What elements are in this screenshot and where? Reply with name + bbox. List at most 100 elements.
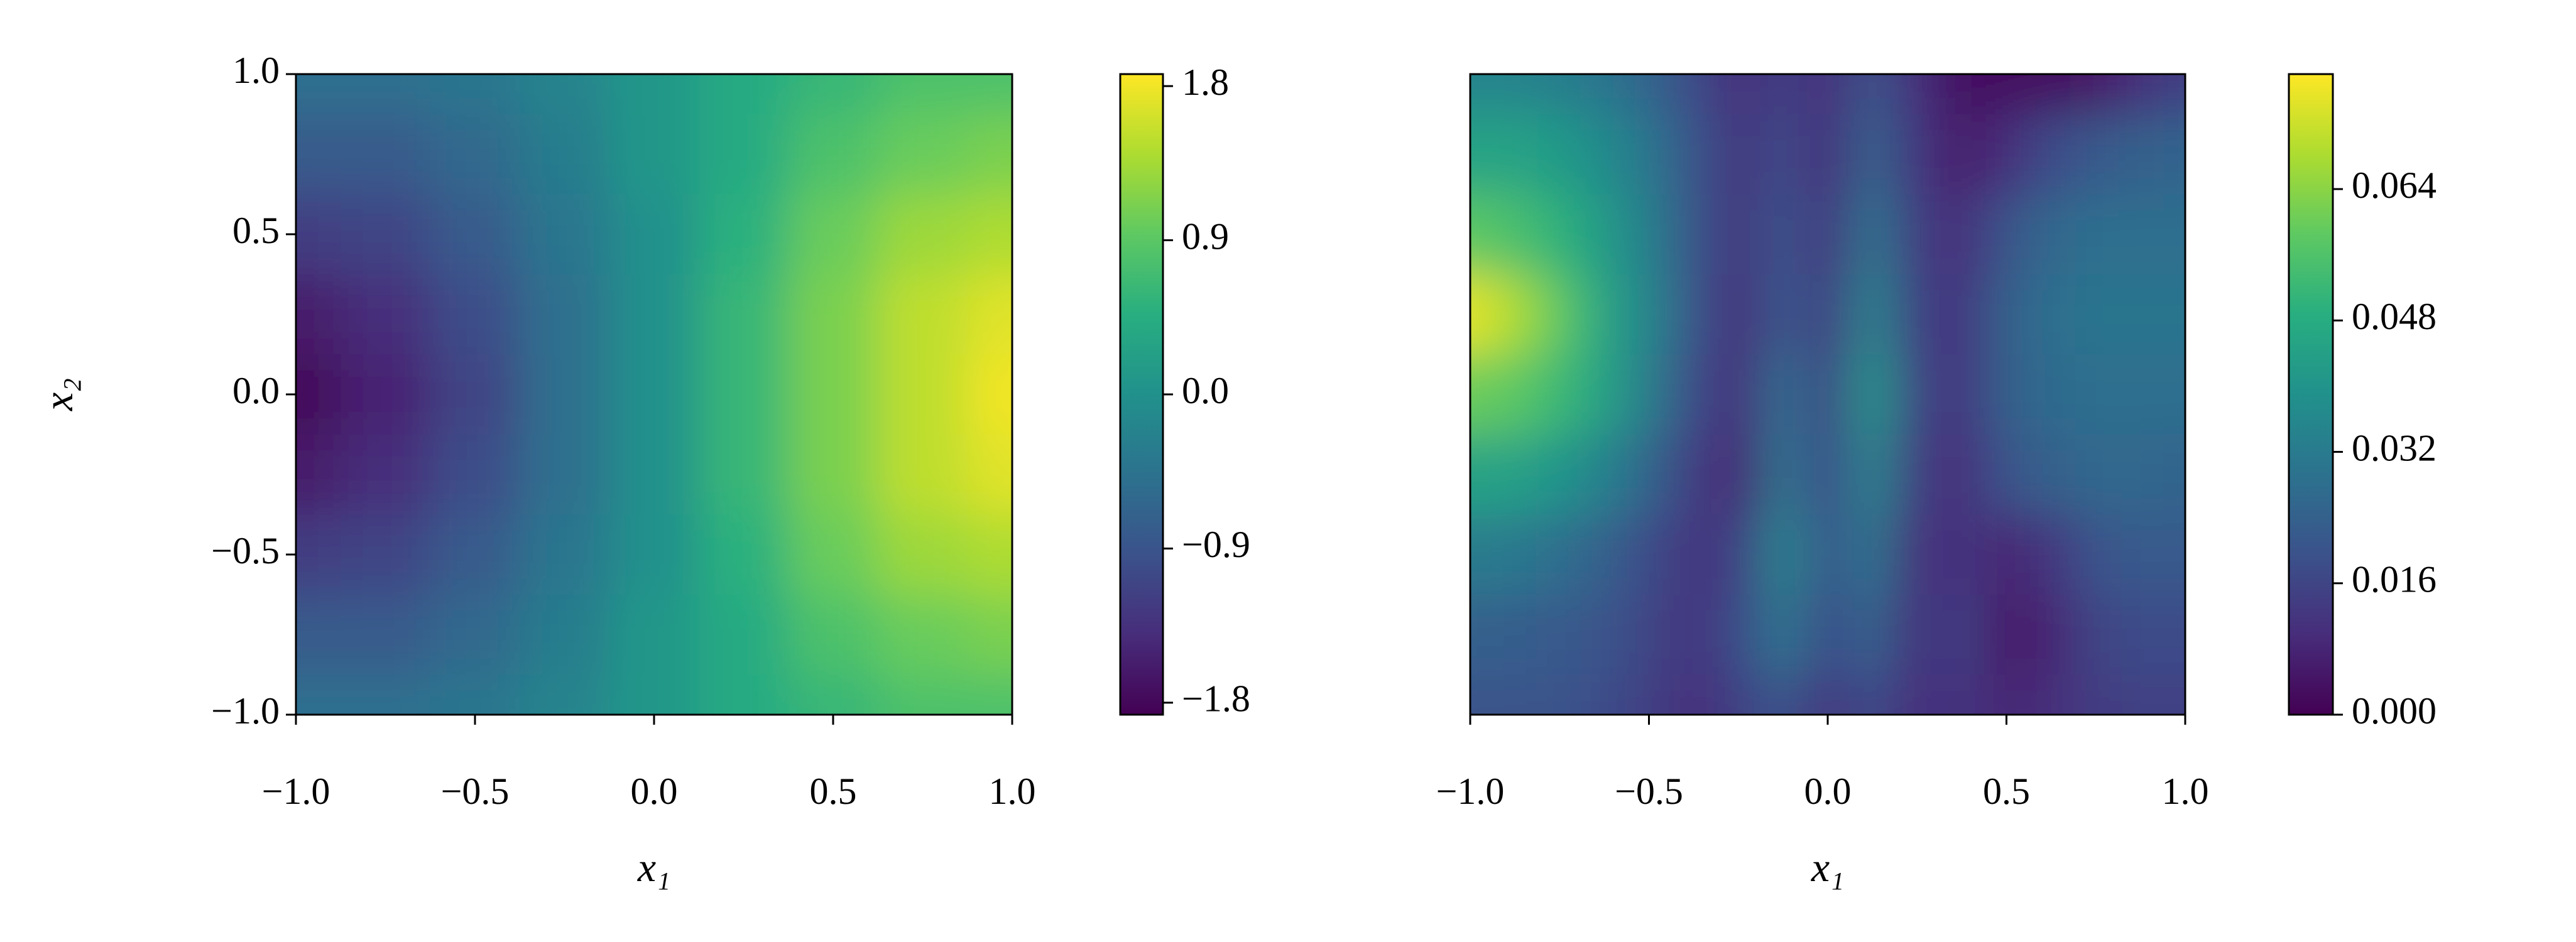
cell — [2118, 434, 2164, 516]
cell — [967, 434, 1012, 516]
cell — [1492, 114, 1538, 195]
cell — [2073, 514, 2119, 595]
cell — [1537, 434, 1583, 516]
cell — [1760, 274, 1806, 355]
cell — [2118, 354, 2164, 435]
cell — [2163, 194, 2185, 275]
cell — [788, 274, 879, 355]
colorbar-tick-label: 0.032 — [2352, 427, 2437, 468]
cell — [1850, 354, 1896, 435]
cell — [1537, 74, 1583, 115]
cell — [967, 74, 1012, 115]
cell — [1671, 194, 1717, 275]
cell — [2073, 674, 2119, 715]
cell — [1939, 434, 1985, 516]
cell — [1470, 514, 1493, 595]
cell — [1894, 74, 1940, 115]
colorbar-tick-label: −0.9 — [1182, 524, 1250, 565]
cell — [1760, 434, 1806, 516]
cell — [1671, 114, 1717, 195]
cell — [1492, 434, 1538, 516]
cell — [609, 114, 700, 195]
cell — [1581, 114, 1627, 195]
y-tick-label: −0.5 — [211, 530, 280, 571]
cell — [1939, 114, 1985, 195]
cell — [878, 194, 968, 275]
cell — [1716, 114, 1762, 195]
cell — [1537, 354, 1583, 435]
cell — [1984, 514, 2030, 595]
cell — [2118, 594, 2164, 676]
y-tick-label: 0.5 — [232, 210, 280, 251]
cell — [699, 114, 789, 195]
cell — [609, 674, 700, 715]
cell — [1760, 194, 1806, 275]
cell — [1716, 274, 1762, 355]
cell — [609, 74, 700, 115]
cell — [609, 594, 700, 676]
cell — [520, 114, 610, 195]
cell — [788, 354, 879, 435]
cell — [1470, 274, 1493, 355]
cell — [2163, 274, 2185, 355]
cell — [430, 434, 521, 516]
cell — [341, 594, 431, 676]
colorbar-tick-label: 0.000 — [2352, 690, 2437, 732]
cell — [1850, 674, 1896, 715]
cell — [699, 194, 789, 275]
cell — [2163, 594, 2185, 676]
x-tick-label: 1.0 — [989, 771, 1036, 812]
cell — [520, 674, 610, 715]
cell — [1716, 354, 1762, 435]
cell — [430, 594, 521, 676]
cell — [430, 194, 521, 275]
cell — [1581, 434, 1627, 516]
cell — [1716, 434, 1762, 516]
cell — [2163, 114, 2185, 195]
cell — [296, 74, 342, 115]
cell — [341, 74, 431, 115]
cell — [788, 594, 879, 676]
cell — [609, 514, 700, 595]
cell — [1939, 514, 1985, 595]
cell — [1470, 74, 1493, 115]
cell — [1805, 354, 1851, 435]
cell — [2073, 74, 2119, 115]
cell — [1716, 594, 1762, 676]
cell — [2118, 74, 2164, 115]
x-tick-label: 0.0 — [631, 771, 678, 812]
cell — [2029, 674, 2075, 715]
x-tick-label: 1.0 — [2162, 771, 2209, 812]
cell — [2163, 354, 2185, 435]
cell — [2118, 514, 2164, 595]
cell — [1850, 514, 1896, 595]
cell — [2029, 194, 2075, 275]
cell — [1492, 274, 1538, 355]
cell — [1760, 514, 1806, 595]
cell — [2118, 194, 2164, 275]
cell — [1984, 354, 2030, 435]
cell — [2029, 594, 2075, 676]
cell — [1581, 274, 1627, 355]
cell — [520, 594, 610, 676]
cell — [296, 434, 342, 516]
cell — [341, 274, 431, 355]
cell — [2029, 114, 2075, 195]
cell — [1470, 594, 1493, 676]
cell — [1939, 194, 1985, 275]
cell — [520, 354, 610, 435]
cell — [967, 594, 1012, 676]
cell — [1894, 274, 1940, 355]
cell — [1894, 194, 1940, 275]
cell — [430, 514, 521, 595]
x-axis-label: x₁ — [1811, 845, 1844, 891]
cell — [1671, 514, 1717, 595]
cell — [1581, 514, 1627, 595]
cell — [1581, 74, 1627, 115]
y-tick-label: −1.0 — [211, 690, 280, 732]
cell — [699, 674, 789, 715]
cell — [1716, 514, 1762, 595]
cell — [520, 74, 610, 115]
cell — [341, 514, 431, 595]
